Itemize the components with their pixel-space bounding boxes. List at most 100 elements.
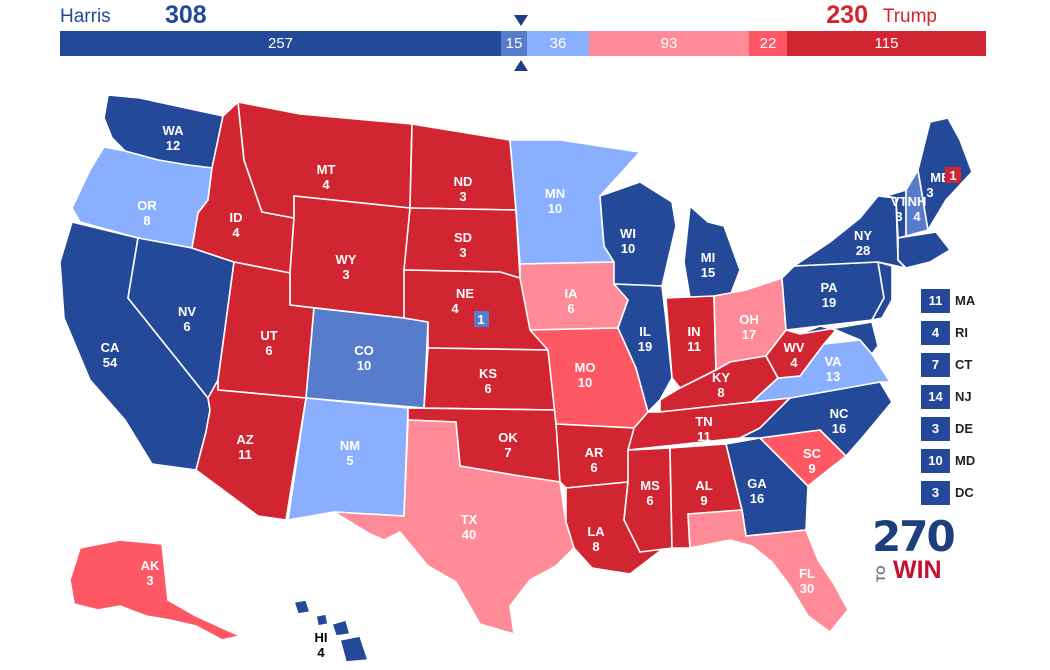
label-in-abbr: IN	[688, 324, 701, 339]
state-ma[interactable]	[897, 231, 951, 269]
small-state-md[interactable]: 10 MD	[921, 449, 1001, 473]
label-ga-abbr: GA	[747, 476, 767, 491]
label-nm-abbr: NM	[340, 438, 360, 453]
me-district-box[interactable]	[945, 167, 961, 183]
label-ok-abbr: OK	[498, 430, 518, 445]
label-ia-abbr: IA	[565, 286, 579, 301]
label-id-ev: 4	[232, 225, 240, 240]
state-co[interactable]	[305, 307, 429, 409]
logo-number: 270	[872, 512, 956, 561]
label-wi-abbr: WI	[620, 226, 636, 241]
state-fl[interactable]	[687, 509, 849, 633]
label-ne-ev: 4	[451, 301, 459, 316]
label-tx-ev: 40	[462, 527, 476, 542]
harris-name: Harris	[60, 6, 111, 27]
small-state-ct[interactable]: 7 CT	[921, 353, 1001, 377]
state-ak[interactable]	[69, 539, 241, 641]
label-nv-abbr: NV	[178, 304, 196, 319]
label-nd-ev: 3	[459, 189, 466, 204]
label-mo-ev: 10	[578, 375, 592, 390]
state-nj[interactable]	[871, 261, 893, 321]
threshold-marker-top	[514, 15, 528, 26]
logo-to: TO	[874, 565, 888, 582]
label-nc-ev: 16	[832, 421, 846, 436]
state-vt[interactable]	[885, 189, 907, 239]
state-mi[interactable]	[683, 205, 741, 299]
label-mt-ev: 4	[322, 177, 330, 192]
bar-segment-likely-d[interactable]: 15	[501, 31, 527, 56]
bar-segment-lean-d[interactable]: 36	[527, 31, 589, 56]
small-state-ev-box[interactable]: 4	[921, 321, 950, 345]
label-az-abbr: AZ	[236, 432, 253, 447]
bar-segment-safe-r[interactable]: 115	[787, 31, 986, 56]
label-hi-abbr: HI	[315, 630, 328, 645]
label-id-abbr: ID	[230, 210, 243, 225]
bar-segment-likely-r[interactable]: 22	[749, 31, 787, 56]
small-state-de[interactable]: 3 DE	[921, 417, 1001, 441]
bar-segment-lean-r[interactable]: 93	[589, 31, 749, 56]
label-me-ev: 3	[926, 185, 933, 200]
label-sc-abbr: SC	[803, 446, 822, 461]
small-state-ev-box[interactable]: 10	[921, 449, 950, 473]
small-state-ri[interactable]: 4 RI	[921, 321, 1001, 345]
label-az-ev: 11	[238, 447, 252, 462]
state-nc[interactable]	[739, 381, 893, 457]
label-vt-abbr: VT	[891, 194, 908, 209]
state-il[interactable]	[613, 283, 673, 413]
label-ak-ev: 3	[146, 573, 153, 588]
small-state-ev-box[interactable]: 14	[921, 385, 950, 409]
label-ca-ev: 54	[103, 355, 118, 370]
small-state-ev-box[interactable]: 11	[921, 289, 950, 313]
label-pa-ev: 19	[822, 295, 836, 310]
logo-win: WIN	[893, 556, 942, 584]
label-wv-ev: 4	[790, 355, 798, 370]
label-or-abbr: OR	[137, 198, 157, 213]
label-tn-ev: 11	[697, 429, 711, 444]
label-mn-abbr: MN	[545, 186, 565, 201]
label-vt-ev: 3	[895, 209, 902, 224]
label-pa-abbr: PA	[820, 280, 838, 295]
label-la-ev: 8	[592, 539, 599, 554]
bar-segment-safe-d[interactable]: 257	[60, 31, 501, 56]
label-ks-ev: 6	[484, 381, 491, 396]
label-hi-ev: 4	[317, 645, 325, 660]
small-state-ev-box[interactable]: 3	[921, 481, 950, 505]
small-state-ev-box[interactable]: 3	[921, 417, 950, 441]
state-ny[interactable]	[793, 195, 907, 269]
label-ga-ev: 16	[750, 491, 764, 506]
small-state-dc[interactable]: 3 DC	[921, 481, 1001, 505]
label-mt-abbr: MT	[317, 162, 336, 177]
label-tx-abbr: TX	[461, 512, 478, 527]
label-al-abbr: AL	[695, 478, 712, 493]
state-tx[interactable]	[333, 419, 575, 635]
label-la-abbr: LA	[587, 524, 605, 539]
small-state-ma[interactable]: 11 MA	[921, 289, 1001, 313]
label-sc-ev: 9	[808, 461, 815, 476]
label-nm-ev: 5	[346, 453, 353, 468]
label-mi-abbr: MI	[701, 250, 715, 265]
label-ok-ev: 7	[504, 445, 511, 460]
label-ak-abbr: AK	[141, 558, 160, 573]
label-ia-ev: 6	[567, 301, 574, 316]
label-wy-ev: 3	[342, 267, 349, 282]
small-state-ev-box[interactable]: 7	[921, 353, 950, 377]
label-co-ev: 10	[357, 358, 371, 373]
label-ny-abbr: NY	[854, 228, 872, 243]
label-ca-abbr: CA	[101, 340, 120, 355]
state-hi[interactable]	[293, 599, 369, 663]
label-fl-ev: 30	[800, 581, 814, 596]
label-wa-abbr: WA	[163, 123, 185, 138]
small-state-nj[interactable]: 14 NJ	[921, 385, 1001, 409]
ne-district-label: 1	[477, 312, 484, 327]
label-ms-ev: 6	[646, 493, 653, 508]
label-va-ev: 13	[826, 369, 840, 384]
harris-total: 308	[165, 1, 207, 29]
label-fl-abbr: FL	[799, 566, 815, 581]
label-ks-abbr: KS	[479, 366, 497, 381]
ne-district-box[interactable]	[474, 311, 489, 327]
state-az[interactable]	[195, 379, 307, 521]
label-mn-ev: 10	[548, 201, 562, 216]
label-ky-abbr: KY	[712, 370, 730, 385]
state-md[interactable]	[799, 321, 879, 355]
